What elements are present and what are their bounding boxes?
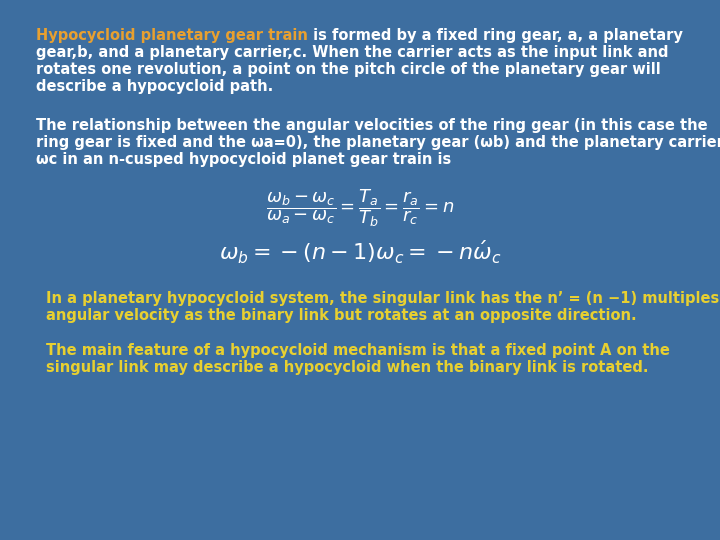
Text: ωc in an n-cusped hypocycloid planet gear train is: ωc in an n-cusped hypocycloid planet gea… (36, 152, 451, 167)
Text: angular velocity as the binary link but rotates at an opposite direction.: angular velocity as the binary link but … (46, 308, 636, 323)
Text: $\dfrac{\omega_b - \omega_c}{\omega_a - \omega_c} = \dfrac{T_a}{T_b} = \dfrac{r_: $\dfrac{\omega_b - \omega_c}{\omega_a - … (266, 187, 454, 228)
Text: is formed by a fixed ring gear, a, a planetary: is formed by a fixed ring gear, a, a pla… (308, 28, 683, 43)
Text: ring gear is fixed and the ωa=0), the planetary gear (ωb) and the planetary carr: ring gear is fixed and the ωa=0), the pl… (36, 135, 720, 150)
Text: The relationship between the angular velocities of the ring gear (in this case t: The relationship between the angular vel… (36, 118, 708, 133)
Text: singular link may describe a hypocycloid when the binary link is rotated.: singular link may describe a hypocycloid… (46, 360, 649, 375)
Text: Hypocycloid planetary gear train: Hypocycloid planetary gear train (36, 28, 308, 43)
Text: $\omega_b = -(n-1)\omega_c = -n\'\omega_c$: $\omega_b = -(n-1)\omega_c = -n\'\omega_… (219, 239, 501, 266)
Text: describe a hypocycloid path.: describe a hypocycloid path. (36, 79, 274, 94)
Text: In a planetary hypocycloid system, the singular link has the n’ = (n −1) multipl: In a planetary hypocycloid system, the s… (46, 291, 719, 306)
Text: gear,b, and a planetary carrier,c. When the carrier acts as the input link and: gear,b, and a planetary carrier,c. When … (36, 45, 668, 60)
Text: rotates one revolution, a point on the pitch circle of the planetary gear will: rotates one revolution, a point on the p… (36, 62, 661, 77)
Text: The main feature of a hypocycloid mechanism is that a fixed point A on the: The main feature of a hypocycloid mechan… (46, 343, 670, 358)
